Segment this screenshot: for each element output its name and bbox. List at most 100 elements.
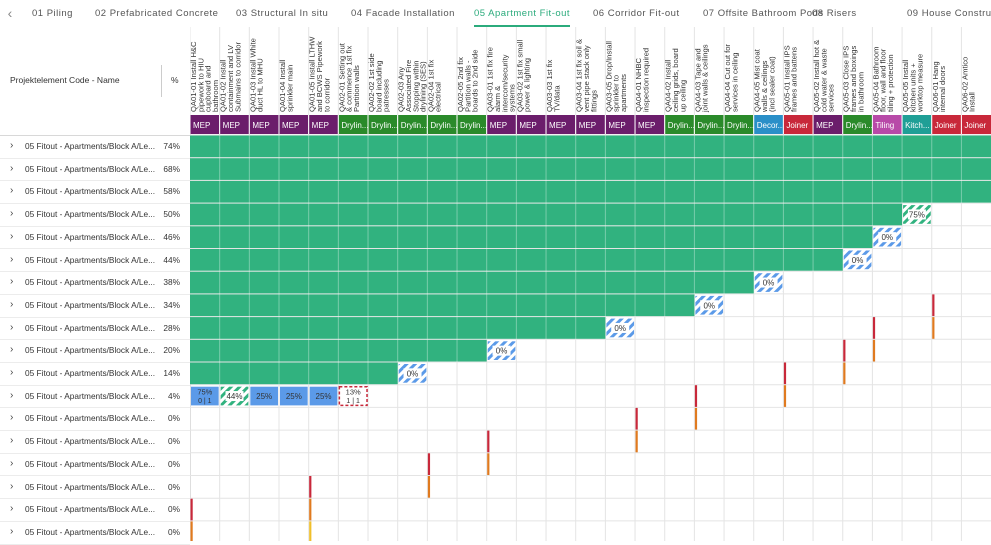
expand-chevron-icon[interactable]: › bbox=[10, 230, 14, 242]
tab-7[interactable]: 07 Offsite Bathroom Pods bbox=[703, 8, 824, 19]
tab-3[interactable]: 03 Structural In situ bbox=[236, 8, 329, 19]
tab-1[interactable]: 01 Piling bbox=[32, 8, 73, 19]
element-row[interactable]: › 05 Fitout - Apartments/Block A/Le... 0% bbox=[0, 498, 190, 522]
cell-percent: 13% bbox=[346, 388, 361, 397]
column-header[interactable]: QA02-01 Setting out& commence 1st fixPar… bbox=[337, 42, 361, 112]
expand-chevron-icon[interactable]: › bbox=[10, 162, 14, 174]
expand-chevron-icon[interactable]: › bbox=[10, 457, 14, 469]
element-row[interactable]: › 05 Fitout - Apartments/Block A/Le... 58% bbox=[0, 180, 190, 205]
complete-cells[interactable] bbox=[190, 203, 903, 226]
complete-cells[interactable] bbox=[190, 180, 991, 203]
element-percent: 0% bbox=[168, 436, 180, 447]
element-row[interactable]: › 05 Fitout - Apartments/Block A/Le... 14% bbox=[0, 362, 190, 386]
expand-chevron-icon[interactable]: › bbox=[10, 185, 14, 197]
percent-header[interactable]: % bbox=[171, 75, 179, 85]
trade-band bbox=[872, 115, 903, 134]
element-row[interactable]: › 05 Fitout - Apartments/Block A/Le... 34% bbox=[0, 294, 190, 318]
expand-chevron-icon[interactable]: › bbox=[10, 389, 14, 401]
expand-chevron-icon[interactable]: › bbox=[10, 298, 14, 310]
tab-8[interactable]: 08 Risers bbox=[812, 8, 857, 19]
element-row[interactable]: › 05 Fitout - Apartments/Block A/Le... 44% bbox=[0, 249, 190, 273]
element-row[interactable]: › 05 Fitout - Apartments/Block A/Le... 50% bbox=[0, 203, 190, 227]
expand-chevron-icon[interactable]: › bbox=[10, 344, 14, 356]
progress-cell[interactable] bbox=[309, 386, 338, 406]
expand-chevron-icon[interactable]: › bbox=[10, 208, 14, 220]
expand-chevron-icon[interactable]: › bbox=[10, 367, 14, 378]
complete-cells[interactable] bbox=[190, 249, 843, 271]
complete-cells[interactable] bbox=[190, 158, 991, 180]
tab-6[interactable]: 06 Corridor Fit-out bbox=[593, 8, 680, 19]
element-row[interactable]: › 05 Fitout - Apartments/Block A/Le... 0% bbox=[0, 476, 190, 500]
element-row[interactable]: › 05 Fitout - Apartments/Block A/Le... 20% bbox=[0, 339, 190, 363]
cell-percent: 44% bbox=[226, 392, 242, 401]
complete-cells[interactable] bbox=[190, 339, 487, 362]
tab-5[interactable]: 05 Apartment Fit-out bbox=[474, 0, 571, 27]
expand-chevron-icon[interactable]: › bbox=[10, 480, 14, 492]
complete-cells[interactable] bbox=[190, 135, 991, 158]
element-row[interactable]: › 05 Fitout - Apartments/Block A/Le... 74% bbox=[0, 135, 190, 159]
expand-chevron-icon[interactable]: › bbox=[10, 321, 14, 333]
column-header[interactable]: QA03-04 1st fix soil &vent pipe stack on… bbox=[575, 39, 599, 112]
complete-cells[interactable] bbox=[190, 271, 754, 294]
schedule-marker bbox=[843, 362, 846, 385]
tab-9[interactable]: 09 House Construct bbox=[907, 8, 991, 19]
column-header-line: kitchen units + bbox=[908, 63, 917, 112]
complete-cells[interactable] bbox=[190, 362, 398, 385]
chevron-left-icon[interactable]: ‹ bbox=[7, 5, 13, 21]
progress-cell[interactable] bbox=[250, 386, 279, 406]
tab-2[interactable]: 02 Prefabricated Concrete bbox=[95, 8, 219, 19]
element-row[interactable]: › 05 Fitout - Apartments/Block A/Le... 0% bbox=[0, 521, 190, 545]
column-resize-handle[interactable] bbox=[161, 65, 162, 97]
expand-chevron-icon[interactable]: › bbox=[10, 412, 14, 424]
progress-cell[interactable] bbox=[338, 385, 368, 407]
column-header[interactable]: QA05-02 Install hot &cold water & wastes… bbox=[812, 40, 836, 112]
element-row[interactable]: › 05 Fitout - Apartments/Block A/Le... 0% bbox=[0, 453, 190, 477]
element-row[interactable]: › 05 Fitout - Apartments/Block A/Le... 46% bbox=[0, 226, 190, 250]
element-row[interactable]: › 05 Fitout - Apartments/Block A/Le... 0% bbox=[0, 407, 190, 432]
progress-cell[interactable] bbox=[280, 386, 308, 406]
column-header-line: (incl sealer coat) bbox=[767, 56, 776, 112]
element-row[interactable]: › 05 Fitout - Apartments/Block A/Le... 38% bbox=[0, 271, 190, 295]
expand-chevron-icon[interactable]: › bbox=[10, 503, 14, 515]
element-row[interactable]: › 05 Fitout - Apartments/Block A/Le... 68% bbox=[0, 158, 190, 182]
element-row[interactable]: › 05 Fitout - Apartments/Block A/Le... 28% bbox=[0, 317, 190, 341]
expand-chevron-icon[interactable]: › bbox=[10, 525, 14, 537]
tab-4[interactable]: 04 Facade Installation bbox=[351, 8, 455, 19]
expand-chevron-icon[interactable]: › bbox=[10, 140, 14, 151]
complete-cells[interactable] bbox=[190, 294, 695, 317]
code-name-header[interactable]: Projektelement Code - Name bbox=[10, 75, 120, 85]
column-header-line: joint walls & ceilings bbox=[701, 44, 710, 113]
expand-chevron-icon[interactable]: › bbox=[10, 435, 14, 447]
element-row[interactable]: › 05 Fitout - Apartments/Block A/Le... 0% bbox=[0, 430, 190, 454]
element-row[interactable]: › 05 Fitout - Apartments/Block A/Le... 4% bbox=[0, 385, 190, 409]
complete-cells[interactable] bbox=[190, 226, 873, 248]
complete-cells[interactable] bbox=[190, 317, 606, 339]
expand-chevron-icon[interactable]: › bbox=[10, 253, 14, 265]
expand-chevron-icon[interactable]: › bbox=[10, 276, 14, 288]
progress-cell[interactable] bbox=[191, 386, 219, 406]
